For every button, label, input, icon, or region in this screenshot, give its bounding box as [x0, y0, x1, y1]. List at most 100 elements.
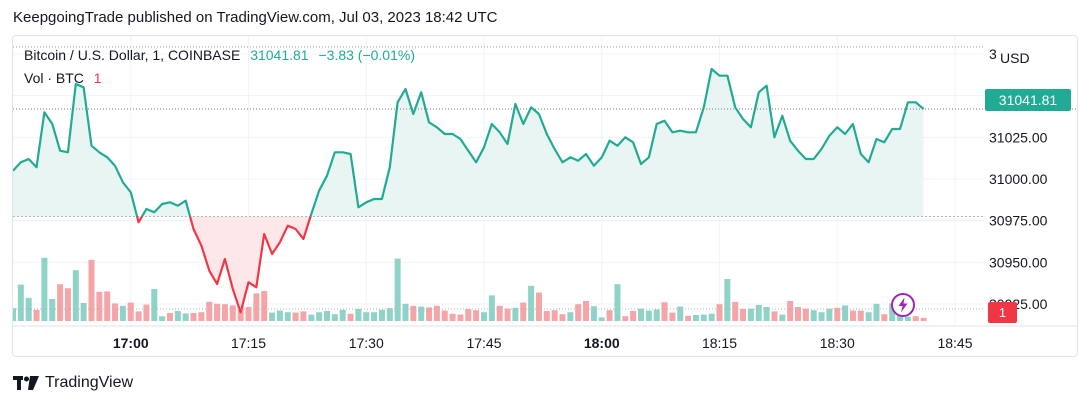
volume-bar — [355, 309, 362, 321]
x-tick-label: 17:45 — [466, 335, 501, 351]
volume-bar — [159, 316, 166, 321]
volume-bar — [127, 302, 134, 321]
volume-bar — [449, 313, 456, 321]
volume-bar — [371, 312, 378, 321]
price-area-below-baseline — [13, 216, 924, 313]
volume-bar — [661, 302, 668, 321]
volume-bar — [269, 312, 276, 321]
volume-value: 1 — [93, 70, 102, 86]
volume-bar — [559, 314, 566, 321]
volume-bar — [669, 312, 676, 321]
volume-bar — [638, 308, 644, 321]
volume-bar — [300, 311, 307, 321]
volume-bar — [426, 307, 433, 321]
tradingview-logo-icon — [13, 376, 39, 390]
volume-bar — [488, 295, 495, 321]
footer-brand[interactable]: TradingView — [13, 374, 133, 392]
volume-bar — [551, 310, 558, 321]
volume-bar — [104, 291, 111, 321]
volume-bar — [912, 316, 919, 321]
volume-bar — [873, 303, 880, 321]
volume-bar — [779, 314, 786, 321]
volume-bar — [261, 291, 268, 321]
volume-bar — [433, 305, 440, 321]
volume-bar — [598, 317, 605, 321]
volume-bar — [842, 305, 849, 321]
publisher-line: KeepgoingTrade published on TradingView.… — [13, 9, 498, 26]
price-chart[interactable]: 31075.0031050.0031025.0031000.0030975.00… — [13, 36, 1077, 356]
volume-bar — [13, 308, 16, 321]
volume-bar — [276, 310, 283, 321]
volume-bar — [528, 285, 535, 321]
volume-bar — [512, 307, 519, 321]
price-area-above-baseline — [13, 69, 924, 217]
volume-bar — [904, 316, 911, 321]
volume-bar — [583, 301, 590, 321]
volume-bar — [700, 314, 707, 321]
volume-bar — [520, 302, 527, 321]
volume-bar — [206, 301, 213, 321]
volume-bar — [590, 306, 597, 321]
volume-bar — [834, 307, 841, 321]
volume-bar — [402, 303, 409, 321]
volume-bar — [198, 312, 205, 321]
volume-bar — [347, 313, 354, 321]
volume-bar — [865, 312, 872, 321]
volume-bar — [849, 310, 856, 321]
volume-bar — [308, 314, 315, 321]
volume-bar — [72, 270, 79, 321]
volume-bar — [826, 308, 833, 321]
volume-label[interactable]: Vol · BTC — [24, 70, 84, 86]
volume-bar — [692, 315, 699, 321]
volume-bar — [80, 303, 87, 321]
last-price-tag: 31041.81 — [985, 89, 1071, 111]
y-tick-label: 31025.00 — [989, 129, 1048, 145]
volume-bar — [787, 301, 794, 321]
volume-bar — [441, 310, 448, 321]
symbol-label[interactable]: Bitcoin / U.S. Dollar, 1, COINBASE — [24, 47, 241, 63]
volume-bar — [339, 309, 346, 321]
volume-bar — [606, 310, 613, 321]
volume-bar — [481, 312, 487, 321]
x-tick-label: 18:00 — [584, 335, 620, 351]
volume-bar — [543, 311, 550, 321]
volume-bar — [614, 284, 621, 321]
volume-bar — [857, 310, 864, 321]
volume-bar — [174, 311, 181, 321]
x-tick-label: 17:00 — [113, 335, 149, 351]
volume-bar — [685, 315, 692, 321]
volume-bar — [41, 257, 48, 321]
volume-bar — [802, 308, 809, 321]
volume-bar — [724, 279, 731, 321]
volume-bar — [889, 303, 896, 321]
volume-bar — [331, 314, 338, 321]
volume-bar — [190, 313, 197, 321]
legend-row: Bitcoin / U.S. Dollar, 1, COINBASE 31041… — [24, 47, 415, 63]
price-line-up — [13, 67, 925, 217]
volume-bar — [747, 308, 754, 321]
volume-bar — [253, 293, 260, 321]
volume-bar — [292, 312, 299, 321]
volume-bar — [33, 309, 40, 321]
y-tick-label: 31000.00 — [989, 171, 1048, 187]
lightning-icon[interactable] — [890, 292, 916, 318]
volume-bar — [818, 312, 825, 321]
volume-bar — [504, 308, 511, 321]
volume-bar — [732, 301, 739, 321]
x-tick-label: 18:45 — [937, 335, 972, 351]
footer-brand-label: TradingView — [45, 374, 134, 391]
volume-bar — [881, 314, 888, 321]
y-tick-label: 30975.00 — [989, 213, 1048, 229]
volume-bar — [677, 306, 684, 321]
volume-bar — [386, 308, 393, 321]
volume-bar — [708, 313, 715, 321]
volume-bar — [167, 313, 173, 321]
volume-bar — [771, 311, 778, 321]
volume-bar — [363, 312, 370, 321]
currency-button[interactable]: USD — [996, 46, 1048, 70]
volume-bar — [182, 313, 189, 321]
volume-bar — [810, 310, 817, 321]
volume-bar — [394, 258, 401, 321]
volume-bar — [465, 309, 472, 321]
chart-frame[interactable]: 31075.0031050.0031025.0031000.0030975.00… — [12, 35, 1078, 357]
